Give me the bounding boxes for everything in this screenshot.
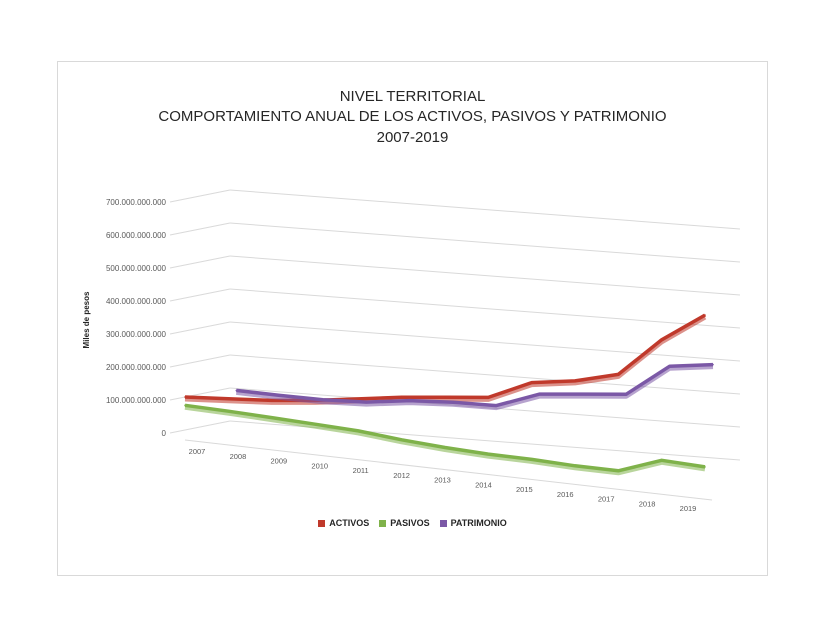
y-tick-label-6: 600.000.000.000 <box>106 231 167 240</box>
x-axis-floor <box>184 439 713 501</box>
legend-item-patrimonio: PATRIMONIO <box>439 518 507 528</box>
data-point-pasivos-2014 <box>487 453 490 455</box>
y-tick-label-1: 100.000.000.000 <box>106 396 167 405</box>
legend-label: PATRIMONIO <box>450 518 507 528</box>
chart-frame <box>57 61 768 576</box>
data-point-activos-2007 <box>184 396 186 398</box>
data-point-patrimonio-2017 <box>625 393 628 396</box>
data-point-pasivos-2010 <box>314 423 316 426</box>
legend-swatch <box>379 519 387 527</box>
data-point-patrimonio-2011 <box>365 401 368 403</box>
data-point-patrimonio-2012 <box>408 399 411 402</box>
chart-legend: ACTIVOS PASIVOS PATRIMONIO <box>0 518 825 528</box>
gridline-5 <box>229 255 741 296</box>
legend-label: PASIVOS <box>390 518 430 528</box>
chart-title-line-1: NIVEL TERRITORIAL <box>339 88 486 105</box>
data-point-pasivos-2018 <box>660 459 663 462</box>
chart-title-line-2: COMPORTAMIENTO ANUAL DE LOS ACTIVOS, PAS… <box>158 108 667 125</box>
data-point-patrimonio-2014 <box>495 404 498 407</box>
data-point-activos-2011 <box>357 398 360 400</box>
data-point-activos-2012 <box>400 396 403 399</box>
data-point-patrimonio-2010 <box>322 398 324 401</box>
x-tick-label-2015: 2015 <box>516 485 533 494</box>
series-line-pasivos <box>184 403 706 473</box>
data-point-pasivos-2019 <box>704 466 706 468</box>
data-point-patrimonio-2015 <box>538 393 541 395</box>
x-tick-label-2016: 2016 <box>557 490 574 499</box>
data-point-patrimonio-2013 <box>452 401 454 404</box>
series-line-patrimonio <box>236 362 714 408</box>
data-point-activos-2018 <box>660 339 663 341</box>
gridline-3 <box>229 321 741 362</box>
x-tick-label-2013: 2013 <box>434 476 451 485</box>
legend-swatch <box>318 519 326 527</box>
series-shadow-activos <box>184 314 707 405</box>
data-point-activos-2017 <box>617 373 620 376</box>
data-point-activos-2019 <box>704 314 706 316</box>
x-tick-label-2018: 2018 <box>639 499 656 508</box>
data-point-activos-2015 <box>530 381 533 384</box>
data-point-pasivos-2008 <box>227 410 230 413</box>
gridline-6 <box>229 222 741 263</box>
data-point-activos-2014 <box>487 396 490 399</box>
data-point-pasivos-2007 <box>184 404 186 407</box>
data-point-pasivos-2013 <box>444 446 446 449</box>
y-axis-label: Miles de pesos <box>82 291 91 348</box>
legend-swatch <box>439 519 447 527</box>
y-tick-label-7: 700.000.000.000 <box>106 198 167 207</box>
gridline-floor-7 <box>169 189 231 203</box>
y-tick-label-0: 0 <box>162 429 167 438</box>
gridline-7 <box>229 189 741 230</box>
y-tick-label-5: 500.000.000.000 <box>106 264 167 273</box>
gridline-2 <box>229 354 741 395</box>
data-point-pasivos-2009 <box>270 416 273 419</box>
data-point-patrimonio-2016 <box>582 393 584 395</box>
series-shadow-pasivos <box>184 404 706 476</box>
gridline-floor-2 <box>169 354 231 368</box>
data-point-activos-2008 <box>227 397 230 400</box>
x-tick-label-2012: 2012 <box>393 471 410 480</box>
data-point-patrimonio-2018 <box>668 365 671 368</box>
chart-title-line-3: 2007-2019 <box>376 129 449 146</box>
data-point-activos-2013 <box>444 396 446 399</box>
data-point-pasivos-2012 <box>400 439 403 441</box>
y-tick-label-2: 200.000.000.000 <box>106 363 167 372</box>
gridline-floor-4 <box>169 288 231 302</box>
x-tick-label-2007: 2007 <box>189 447 206 456</box>
gridline-floor-0 <box>169 420 231 434</box>
data-point-activos-2016 <box>574 380 576 382</box>
x-tick-label-2010: 2010 <box>311 461 328 470</box>
y-tick-label-4: 400.000.000.000 <box>106 297 167 306</box>
data-point-pasivos-2016 <box>574 464 576 467</box>
data-point-patrimonio-2009 <box>278 394 281 397</box>
data-point-pasivos-2011 <box>357 430 360 432</box>
legend-item-activos: ACTIVOS <box>318 518 369 528</box>
data-point-patrimonio-2008 <box>235 389 238 392</box>
y-tick-label-3: 300.000.000.000 <box>106 330 167 339</box>
x-tick-label-2011: 2011 <box>353 466 369 475</box>
data-point-patrimonio-2019 <box>712 363 714 366</box>
gridline-floor-3 <box>169 321 231 335</box>
x-tick-label-2017: 2017 <box>598 495 615 504</box>
data-point-pasivos-2015 <box>530 458 533 461</box>
x-tick-label-2014: 2014 <box>475 480 492 489</box>
data-point-pasivos-2017 <box>617 469 620 472</box>
legend-item-pasivos: PASIVOS <box>379 518 430 528</box>
x-tick-label-2019: 2019 <box>680 504 697 513</box>
data-point-activos-2009 <box>270 399 273 402</box>
gridline-floor-6 <box>169 222 231 236</box>
gridline-floor-5 <box>169 255 231 269</box>
legend-label: ACTIVOS <box>329 518 370 528</box>
gridline-floor-1 <box>169 387 231 401</box>
gridline-4 <box>229 288 741 329</box>
x-tick-label-2008: 2008 <box>230 452 247 461</box>
x-tick-label-2009: 2009 <box>270 457 287 466</box>
